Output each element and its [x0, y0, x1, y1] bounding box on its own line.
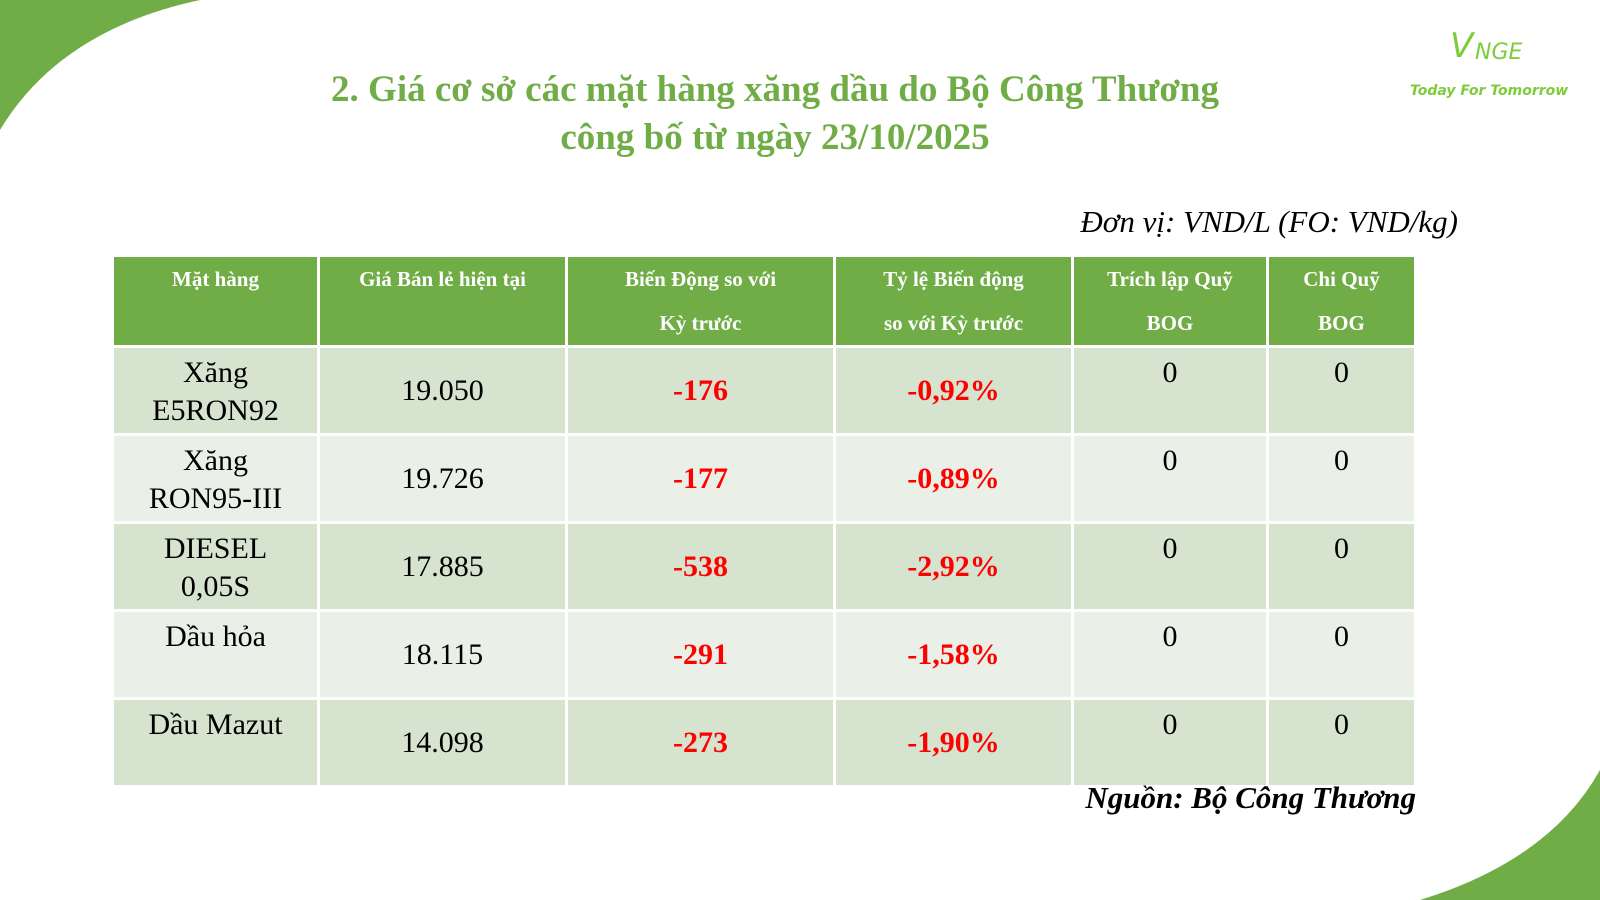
- table-row: Dầu Mazut 14.098 -273 -1,90% 0 0: [111, 697, 1417, 788]
- bog-contribution-cell: 0: [1071, 345, 1269, 436]
- source-note: Nguồn: Bộ Công Thương: [1085, 780, 1416, 815]
- bog-spending-cell: 0: [1266, 521, 1417, 612]
- page-title: 2. Giá cơ sở các mặt hàng xăng dầu do Bộ…: [200, 66, 1350, 162]
- item-name-cell: Xăng RON95-III: [111, 433, 320, 524]
- column-header-line: Tỷ lệ Biến động: [883, 267, 1024, 291]
- table-row: Xăng E5RON92 19.050 -176 -0,92% 0 0: [111, 345, 1417, 436]
- column-header: Giá Bán lẻ hiện tại: [317, 254, 568, 348]
- column-header-line: Mặt hàng: [172, 267, 259, 291]
- item-name-line: DIESEL: [163, 532, 268, 565]
- price-cell: 19.050: [317, 345, 568, 436]
- table-row: Xăng RON95-III 19.726 -177 -0,89% 0 0: [111, 433, 1417, 524]
- logo-tagline: Today For Tomorrow: [1410, 83, 1569, 99]
- column-header: Tỷ lệ Biến động so với Kỳ trước: [833, 254, 1074, 348]
- change-cell: -177: [565, 433, 836, 524]
- title-line-2: công bố từ ngày 23/10/2025: [560, 117, 990, 158]
- column-header-line: BOG: [1318, 311, 1365, 335]
- price-cell: 14.098: [317, 697, 568, 788]
- column-header: Chi Quỹ BOG: [1266, 254, 1417, 348]
- bog-spending-cell: 0: [1266, 697, 1417, 788]
- price-cell: 17.885: [317, 521, 568, 612]
- price-cell: 19.726: [317, 433, 568, 524]
- corner-decoration-top-left: [0, 0, 200, 130]
- bog-spending-cell: 0: [1266, 345, 1417, 436]
- item-name-cell: Dầu hỏa: [111, 609, 320, 700]
- item-name-cell: Dầu Mazut: [111, 697, 320, 788]
- item-name-line: Dầu hỏa: [165, 620, 266, 653]
- column-header-line: Giá Bán lẻ hiện tại: [359, 267, 526, 291]
- bog-contribution-cell: 0: [1071, 521, 1269, 612]
- change-cell: -273: [565, 697, 836, 788]
- item-name-cell: DIESEL 0,05S: [111, 521, 320, 612]
- fuel-price-table: Mặt hàng Giá Bán lẻ hiện tại Biến Động so …: [111, 254, 1417, 788]
- percent-change-cell: -1,58%: [833, 609, 1074, 700]
- item-name-line: Xăng: [183, 356, 248, 389]
- bog-contribution-cell: 0: [1071, 697, 1269, 788]
- bog-contribution-cell: 0: [1071, 609, 1269, 700]
- item-name-line: Xăng: [183, 444, 248, 477]
- item-name-line: 0,05S: [180, 570, 251, 603]
- percent-change-cell: -1,90%: [833, 697, 1074, 788]
- percent-change-cell: -2,92%: [833, 521, 1074, 612]
- corner-decoration-bottom-right: [1420, 770, 1600, 900]
- unit-label: Đơn vị: VND/L (FO: VND/kg): [1080, 204, 1458, 239]
- percent-change-cell: -0,89%: [833, 433, 1074, 524]
- column-header: Biến Động so với Kỳ trước: [565, 254, 836, 348]
- table-row: DIESEL 0,05S 17.885 -538 -2,92% 0 0: [111, 521, 1417, 612]
- item-name-line: RON95-III: [148, 482, 283, 515]
- table-row: Dầu hỏa 18.115 -291 -1,58% 0 0: [111, 609, 1417, 700]
- column-header-line: Trích lập Quỹ: [1107, 267, 1233, 291]
- column-header-line: Chi Quỹ: [1303, 267, 1380, 291]
- change-cell: -176: [565, 345, 836, 436]
- logo-name: NGE: [1475, 40, 1523, 65]
- percent-change-cell: -0,92%: [833, 345, 1074, 436]
- price-cell: 18.115: [317, 609, 568, 700]
- bog-spending-cell: 0: [1266, 433, 1417, 524]
- column-header-line: Kỳ trước: [659, 311, 742, 335]
- change-cell: -291: [565, 609, 836, 700]
- change-cell: -538: [565, 521, 836, 612]
- item-name-line: E5RON92: [152, 394, 279, 427]
- column-header-line: Biến Động so với: [624, 267, 777, 291]
- item-name-line: Dầu Mazut: [148, 708, 283, 741]
- column-header: Mặt hàng: [111, 254, 320, 348]
- column-header-line: BOG: [1146, 311, 1194, 335]
- column-header-line: so với Kỳ trước: [883, 311, 1024, 335]
- logo-mark: V: [1450, 26, 1474, 66]
- item-name-cell: Xăng E5RON92: [111, 345, 320, 436]
- bog-spending-cell: 0: [1266, 609, 1417, 700]
- title-line-1: 2. Giá cơ sở các mặt hàng xăng dầu do Bộ…: [331, 69, 1219, 110]
- column-header: Trích lập Quỹ BOG: [1071, 254, 1269, 348]
- bog-contribution-cell: 0: [1071, 433, 1269, 524]
